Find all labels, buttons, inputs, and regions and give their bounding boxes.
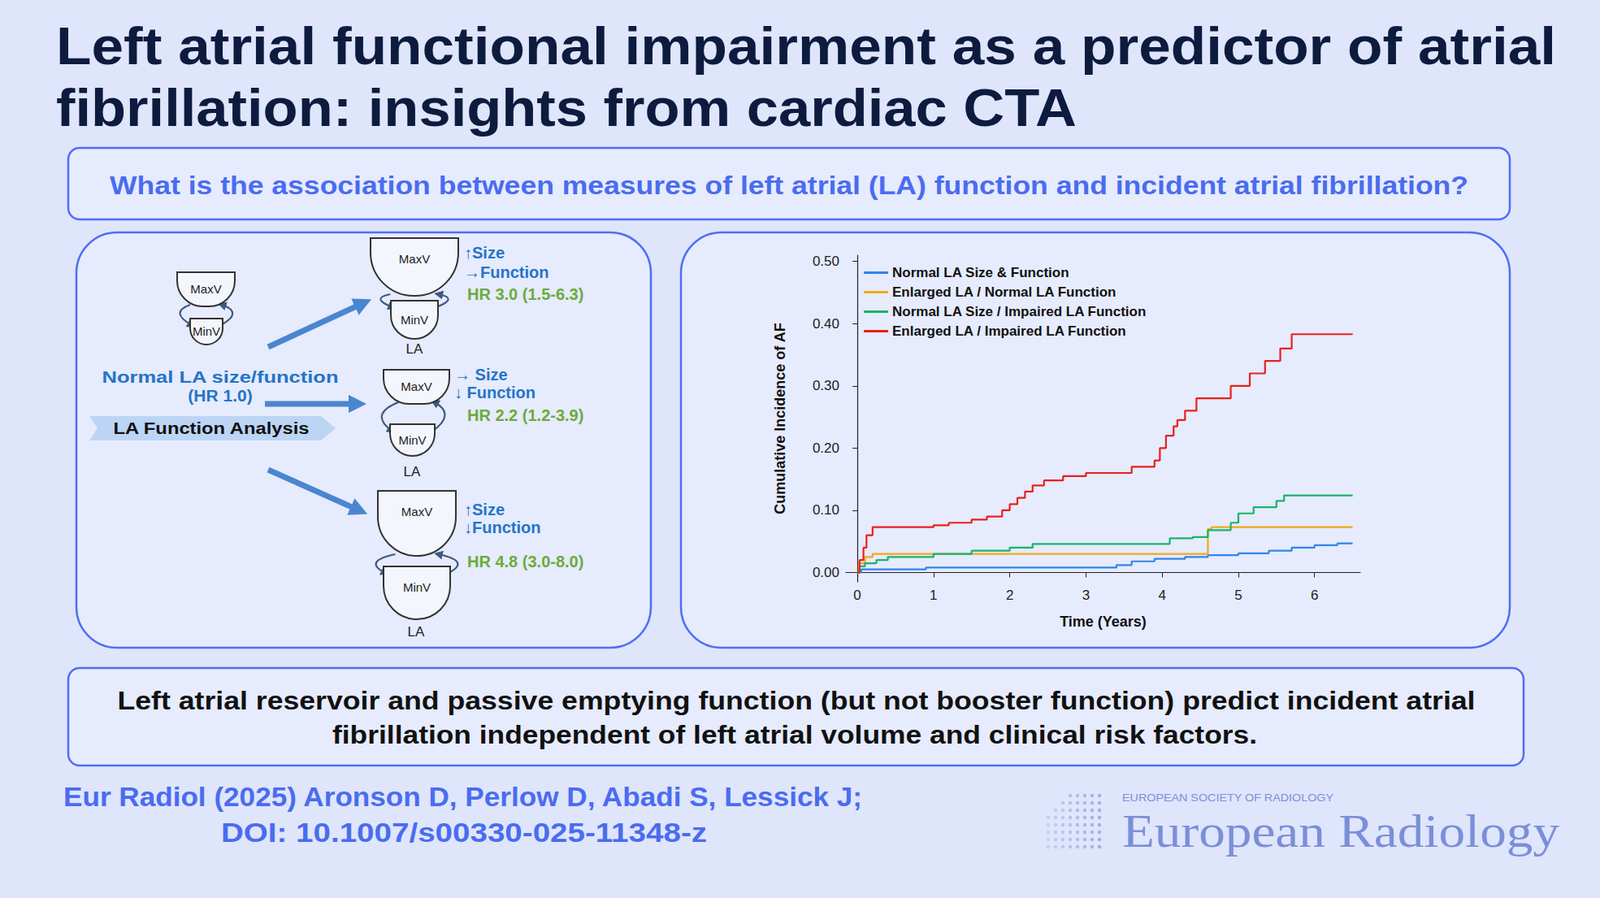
svg-text:Normal LA Size & Function: Normal LA Size & Function — [892, 264, 1070, 281]
svg-text:Enlarged LA / Impaired LA Func: Enlarged LA / Impaired LA Function — [892, 323, 1127, 339]
svg-text:MinV: MinV — [400, 312, 429, 327]
svg-text:0.40: 0.40 — [812, 316, 840, 332]
svg-text:0: 0 — [853, 587, 861, 603]
svg-text:EUROPEAN SOCIETY OF RADIOLOGY: EUROPEAN SOCIETY OF RADIOLOGY — [1122, 791, 1334, 804]
svg-text:LA: LA — [407, 624, 425, 640]
svg-text:Cumulative Incidence of AF: Cumulative Incidence of AF — [771, 322, 789, 514]
svg-text:0.10: 0.10 — [812, 502, 840, 518]
svg-text:MaxV: MaxV — [401, 504, 433, 519]
svg-text:↑Size: ↑Size — [463, 243, 505, 262]
svg-text:MaxV: MaxV — [400, 379, 432, 394]
svg-text:3: 3 — [1082, 587, 1090, 603]
svg-text:Eur Radiol (2025) Aronson D, P: Eur Radiol (2025) Aronson D, Perlow D, A… — [63, 781, 863, 812]
svg-text:↓ Function: ↓ Function — [454, 383, 536, 402]
svg-text:0.00: 0.00 — [812, 564, 840, 581]
svg-text:European Radiology: European Radiology — [1122, 804, 1560, 858]
svg-text:LA: LA — [403, 463, 421, 480]
svg-text:Normal LA Size / Impaired LA F: Normal LA Size / Impaired LA Function — [892, 303, 1146, 320]
svg-text:4: 4 — [1157, 587, 1166, 603]
svg-text:0.50: 0.50 — [812, 253, 840, 269]
svg-text:MaxV: MaxV — [398, 251, 430, 266]
svg-text:MinV: MinV — [398, 433, 426, 447]
svg-text:HR 4.8 (3.0-8.0): HR 4.8 (3.0-8.0) — [467, 552, 584, 571]
svg-text:LA Function Analysis: LA Function Analysis — [113, 419, 310, 438]
svg-text:2: 2 — [1005, 587, 1014, 603]
svg-text:6: 6 — [1310, 587, 1319, 603]
svg-text:fibrillation independent of le: fibrillation independent of left atrial … — [332, 720, 1258, 750]
svg-text:Enlarged LA / Normal LA Functi: Enlarged LA / Normal LA Function — [892, 284, 1116, 300]
svg-text:What is the association betwee: What is the association between measures… — [109, 171, 1469, 200]
svg-text:Normal LA size/function: Normal LA size/function — [102, 367, 339, 386]
svg-text:LA: LA — [406, 341, 424, 357]
svg-text:0.20: 0.20 — [812, 440, 840, 456]
svg-text:0.30: 0.30 — [812, 377, 840, 394]
svg-text:MinV: MinV — [403, 580, 431, 595]
svg-text:↓Function: ↓Function — [463, 518, 541, 537]
svg-text:Left atrial reservoir and pass: Left atrial reservoir and passive emptyi… — [117, 686, 1476, 716]
svg-text:Time (Years): Time (Years) — [1059, 613, 1147, 630]
svg-text:MaxV: MaxV — [190, 281, 222, 296]
svg-text:Left atrial functional impairm: Left atrial functional impairment as a p… — [56, 17, 1557, 76]
svg-text:→Function: →Function — [463, 263, 549, 282]
svg-text:HR 3.0 (1.5-6.3): HR 3.0 (1.5-6.3) — [467, 285, 584, 304]
svg-text:1: 1 — [929, 587, 937, 603]
svg-text:↑Size: ↑Size — [463, 500, 505, 519]
svg-text:→ Size: → Size — [454, 365, 508, 384]
svg-text:(HR 1.0): (HR 1.0) — [187, 385, 252, 405]
svg-text:HR 2.2 (1.2-3.9): HR 2.2 (1.2-3.9) — [467, 406, 584, 425]
svg-text:MinV: MinV — [192, 324, 221, 339]
svg-text:DOI: 10.1007/s00330-025-11348-: DOI: 10.1007/s00330-025-11348-z — [221, 817, 707, 848]
svg-text:5: 5 — [1234, 587, 1242, 603]
svg-text:fibrillation: insights from ca: fibrillation: insights from cardiac CTA — [56, 78, 1077, 138]
